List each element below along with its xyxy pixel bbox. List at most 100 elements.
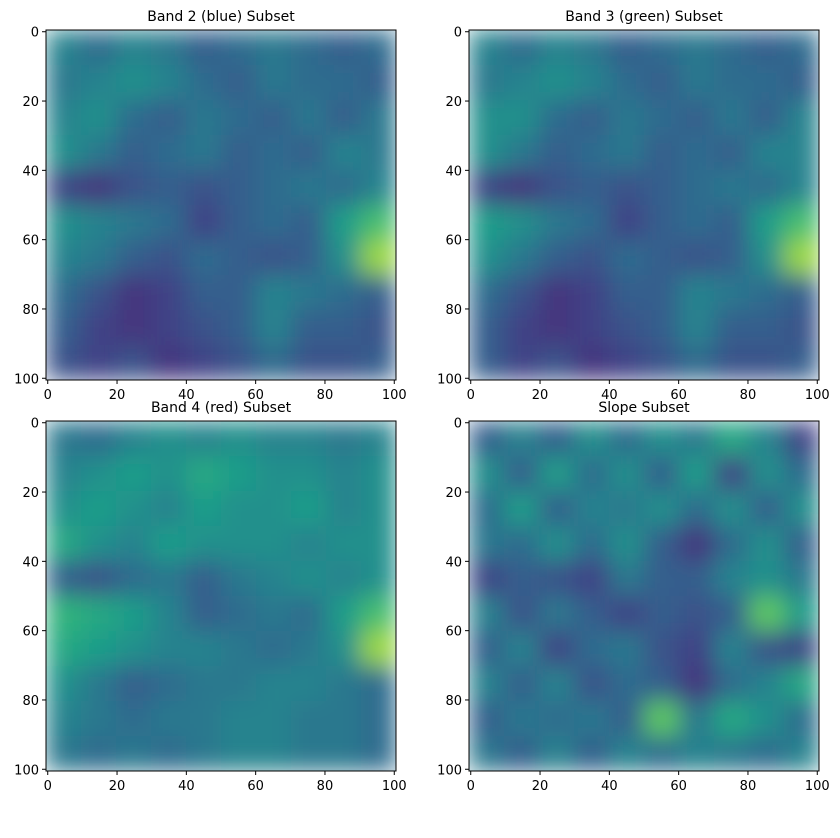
cell bbox=[574, 596, 610, 632]
cell bbox=[81, 310, 117, 346]
x-tick-label: 60 bbox=[247, 388, 264, 403]
y-tick-label: 0 bbox=[31, 26, 39, 41]
cell bbox=[291, 491, 327, 527]
cell bbox=[116, 456, 152, 492]
cell bbox=[644, 170, 680, 206]
cell bbox=[504, 596, 540, 632]
cell bbox=[81, 100, 117, 136]
cell bbox=[81, 65, 117, 101]
cell bbox=[291, 275, 327, 311]
x-tick-label: 40 bbox=[601, 779, 618, 794]
cell bbox=[679, 65, 715, 101]
cell bbox=[221, 65, 257, 101]
cell bbox=[679, 170, 715, 206]
cell bbox=[714, 310, 750, 346]
cell bbox=[186, 421, 222, 457]
cell bbox=[539, 205, 575, 241]
cell bbox=[749, 561, 785, 597]
cell bbox=[784, 456, 819, 492]
cell bbox=[644, 310, 680, 346]
cell bbox=[151, 30, 187, 66]
cell bbox=[256, 526, 292, 562]
cell bbox=[81, 701, 117, 737]
cell bbox=[469, 135, 505, 171]
cell bbox=[644, 736, 680, 771]
axes-frame bbox=[468, 29, 820, 381]
chart-title: Band 2 (blue) Subset bbox=[147, 9, 295, 25]
cell bbox=[644, 631, 680, 667]
axes-frame bbox=[45, 29, 397, 381]
cell bbox=[81, 205, 117, 241]
cell bbox=[539, 65, 575, 101]
cell bbox=[116, 491, 152, 527]
y-tick-label: 20 bbox=[445, 95, 462, 110]
cell bbox=[361, 421, 396, 457]
cell bbox=[291, 736, 327, 771]
cell bbox=[116, 65, 152, 101]
cell bbox=[361, 561, 396, 597]
cell bbox=[539, 100, 575, 136]
cell bbox=[574, 666, 610, 702]
cell bbox=[361, 205, 396, 241]
cell bbox=[714, 240, 750, 276]
cell bbox=[714, 170, 750, 206]
y-tick-label: 100 bbox=[437, 372, 462, 387]
cell bbox=[151, 135, 187, 171]
cell bbox=[679, 736, 715, 771]
cell bbox=[609, 666, 645, 702]
cell bbox=[151, 205, 187, 241]
cell bbox=[679, 561, 715, 597]
cell bbox=[609, 205, 645, 241]
cell bbox=[679, 701, 715, 737]
cell bbox=[361, 491, 396, 527]
cell bbox=[186, 345, 222, 380]
y-tick-label: 20 bbox=[22, 486, 39, 501]
cell bbox=[221, 526, 257, 562]
cell bbox=[714, 205, 750, 241]
cell bbox=[469, 631, 505, 667]
cell bbox=[749, 100, 785, 136]
y-tick-label: 0 bbox=[31, 417, 39, 432]
cell bbox=[221, 561, 257, 597]
x-tick-label: 100 bbox=[382, 388, 407, 403]
cell bbox=[644, 526, 680, 562]
cell bbox=[609, 631, 645, 667]
cell bbox=[504, 170, 540, 206]
cell bbox=[221, 310, 257, 346]
cell bbox=[574, 736, 610, 771]
cell bbox=[539, 526, 575, 562]
cell bbox=[679, 596, 715, 632]
cell bbox=[609, 170, 645, 206]
cell bbox=[784, 100, 819, 136]
y-tick-label: 100 bbox=[14, 372, 39, 387]
cell bbox=[116, 275, 152, 311]
cell bbox=[46, 491, 82, 527]
cell bbox=[116, 170, 152, 206]
cell bbox=[504, 561, 540, 597]
cell bbox=[116, 345, 152, 380]
cell bbox=[749, 310, 785, 346]
cell bbox=[574, 65, 610, 101]
cell bbox=[679, 275, 715, 311]
cell bbox=[504, 240, 540, 276]
cell bbox=[469, 491, 505, 527]
cell bbox=[749, 701, 785, 737]
cell bbox=[291, 135, 327, 171]
cell bbox=[504, 30, 540, 66]
cell bbox=[714, 561, 750, 597]
cell bbox=[151, 526, 187, 562]
cell bbox=[784, 345, 819, 380]
cell bbox=[186, 170, 222, 206]
cell bbox=[221, 666, 257, 702]
cell bbox=[504, 275, 540, 311]
cell bbox=[46, 310, 82, 346]
cell bbox=[539, 561, 575, 597]
cell bbox=[679, 205, 715, 241]
cell bbox=[256, 631, 292, 667]
cell bbox=[326, 491, 362, 527]
y-tick-label: 80 bbox=[22, 303, 39, 318]
cell bbox=[679, 310, 715, 346]
cell bbox=[539, 240, 575, 276]
cell bbox=[361, 345, 396, 380]
cell bbox=[361, 30, 396, 66]
